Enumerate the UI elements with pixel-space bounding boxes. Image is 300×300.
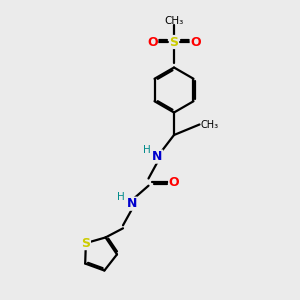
- Text: O: O: [147, 35, 158, 49]
- Text: H: H: [143, 145, 151, 155]
- Text: O: O: [190, 35, 201, 49]
- Text: H: H: [117, 192, 124, 202]
- Text: N: N: [127, 197, 137, 210]
- Text: N: N: [152, 150, 163, 163]
- Text: CH₃: CH₃: [201, 119, 219, 130]
- Text: O: O: [169, 176, 179, 189]
- Text: S: S: [169, 35, 178, 49]
- Text: S: S: [81, 237, 90, 250]
- Text: CH₃: CH₃: [164, 16, 184, 26]
